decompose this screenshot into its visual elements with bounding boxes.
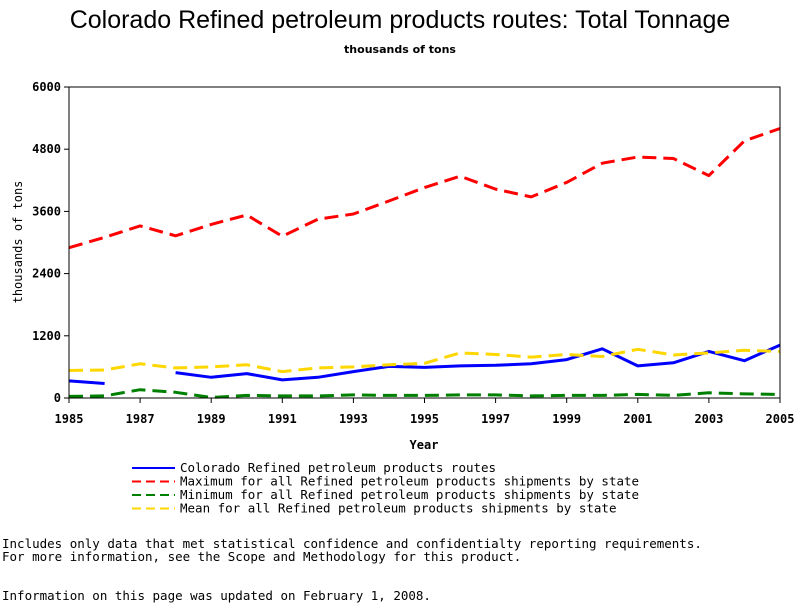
series-line-0: [68, 343, 781, 385]
y-tick-label: 2400: [32, 267, 61, 281]
series-line-2: [68, 388, 781, 399]
series-line-1: [68, 127, 781, 250]
y-axis-label: thousands of tons: [11, 181, 25, 304]
legend: Colorado Refined petroleum products rout…: [132, 460, 639, 516]
x-tick-label: 1999: [552, 412, 581, 426]
footnote-methodology: For more information, see the Scope and …: [2, 549, 522, 564]
chart-subtitle: thousands of tons: [344, 43, 456, 56]
x-tick-label: 1987: [126, 412, 155, 426]
x-axis-label: Year: [410, 438, 439, 452]
x-tick-label: 1989: [197, 412, 226, 426]
x-axis: 1985 1987 1989 1991 1993 1995 1997 1999 2001 2003…: [55, 398, 795, 426]
series-line-3: [68, 347, 781, 374]
y-tick-label: 4800: [32, 142, 61, 156]
plot-frame: [68, 86, 781, 399]
legend-label-3: Mean for all Refined petroleum products …: [180, 501, 617, 516]
x-tick-label: 2003: [694, 412, 723, 426]
y-tick-label: 3600: [32, 204, 61, 218]
legend-label-1: Maximum for all Refined petroleum produc…: [180, 474, 639, 489]
legend-label-2: Minimum for all Refined petroleum produc…: [180, 487, 639, 502]
y-tick-label: 6000: [32, 80, 61, 94]
y-tick-label: 0: [54, 391, 61, 405]
x-tick-label: 1995: [410, 412, 439, 426]
footnote-updated: Information on this page was updated on …: [2, 588, 431, 603]
chart-title: Colorado Refined petroleum products rout…: [69, 6, 731, 34]
y-tick-label: 1200: [32, 329, 61, 343]
x-tick-label: 2005: [766, 412, 795, 426]
x-tick-label: 1985: [55, 412, 84, 426]
footnote-confidence: Includes only data that met statistical …: [2, 536, 702, 551]
y-axis: 0 1200 2400 3600 4800 6000: [32, 80, 69, 405]
legend-label-0: Colorado Refined petroleum products rout…: [180, 460, 496, 475]
x-tick-label: 2001: [623, 412, 652, 426]
x-tick-label: 1997: [481, 412, 510, 426]
series-layer: [68, 127, 781, 399]
x-tick-label: 1991: [268, 412, 297, 426]
x-tick-label: 1993: [339, 412, 368, 426]
